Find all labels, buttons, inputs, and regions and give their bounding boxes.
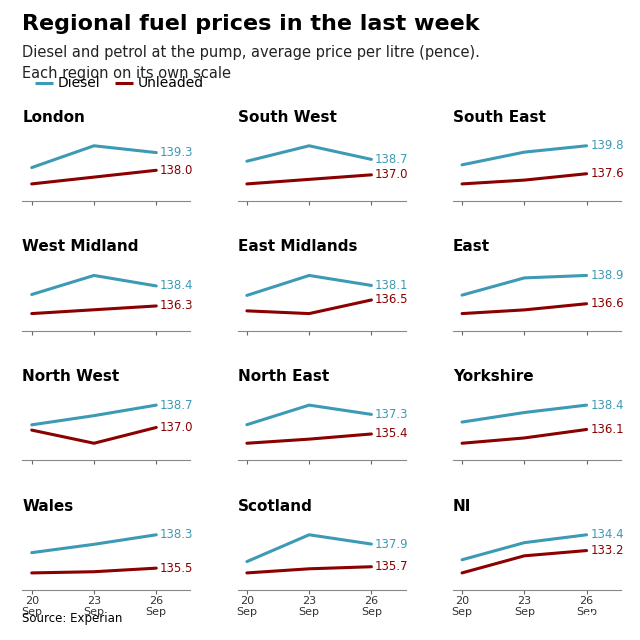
Text: 137.6: 137.6: [590, 167, 624, 180]
Text: Yorkshire: Yorkshire: [452, 369, 533, 384]
Text: 137.0: 137.0: [375, 168, 408, 181]
Text: 136.5: 136.5: [375, 294, 408, 307]
Text: Unleaded: Unleaded: [138, 76, 204, 90]
Text: 135.7: 135.7: [375, 560, 408, 573]
Text: Diesel and petrol at the pump, average price per litre (pence).
Each region on i: Diesel and petrol at the pump, average p…: [22, 45, 480, 81]
Text: 137.0: 137.0: [160, 421, 193, 434]
Text: C: C: [613, 611, 623, 625]
Text: West Midland: West Midland: [22, 239, 139, 255]
Text: 138.3: 138.3: [160, 528, 193, 541]
Text: North West: North West: [22, 369, 120, 384]
Text: London: London: [22, 110, 85, 125]
Text: 138.4: 138.4: [160, 280, 193, 292]
Text: 138.4: 138.4: [590, 399, 624, 412]
Text: Source: Experian: Source: Experian: [22, 612, 123, 625]
Text: 136.3: 136.3: [160, 300, 193, 312]
Text: 135.5: 135.5: [160, 562, 193, 575]
Text: South West: South West: [237, 110, 337, 125]
Text: 135.4: 135.4: [375, 428, 408, 440]
Text: South East: South East: [452, 110, 545, 125]
Text: 136.6: 136.6: [590, 297, 624, 310]
Text: 139.8: 139.8: [590, 140, 624, 152]
Text: Regional fuel prices in the last week: Regional fuel prices in the last week: [22, 14, 480, 34]
Text: Scotland: Scotland: [237, 499, 312, 514]
Text: North East: North East: [237, 369, 329, 384]
Text: B: B: [556, 611, 566, 625]
Text: 134.4: 134.4: [590, 528, 624, 541]
Text: 137.9: 137.9: [375, 538, 409, 550]
Text: Wales: Wales: [22, 499, 74, 514]
Text: Diesel: Diesel: [58, 76, 100, 90]
Text: 138.7: 138.7: [375, 153, 408, 166]
Text: East: East: [452, 239, 490, 255]
Text: 138.0: 138.0: [160, 164, 193, 177]
Text: B: B: [584, 611, 595, 625]
Text: 138.7: 138.7: [160, 399, 193, 412]
Text: 133.2: 133.2: [590, 544, 624, 557]
Text: 139.3: 139.3: [160, 146, 193, 159]
Text: 138.9: 138.9: [590, 269, 624, 282]
Text: NI: NI: [452, 499, 471, 514]
Text: East Midlands: East Midlands: [237, 239, 357, 255]
Text: 138.1: 138.1: [375, 279, 408, 292]
Text: 136.1: 136.1: [590, 423, 624, 436]
Text: 137.3: 137.3: [375, 408, 408, 421]
